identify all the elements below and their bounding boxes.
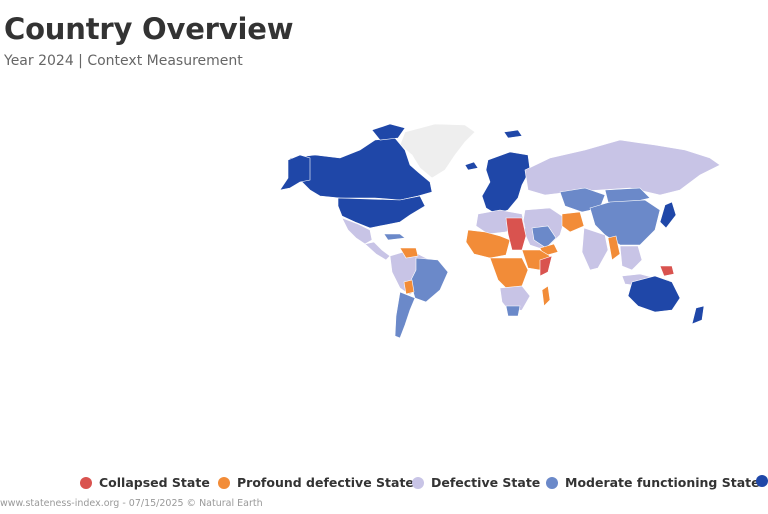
region-australia[interactable] — [627, 275, 681, 313]
region-russia[interactable] — [524, 139, 721, 196]
map-credits[interactable]: www.stateness-index.org - 07/15/2025 © N… — [0, 498, 263, 509]
legend-label: Defective State — [431, 475, 541, 490]
page-title: Country Overview — [4, 12, 294, 46]
region-canada[interactable] — [289, 137, 433, 201]
legend-dot-profound-defective — [218, 476, 230, 489]
region-japan[interactable] — [659, 201, 677, 229]
map-legend: Collapsed State Profound defective State… — [0, 472, 768, 494]
region-svalbard[interactable] — [503, 129, 523, 139]
region-south-africa[interactable] — [505, 305, 521, 317]
page-subtitle: Year 2024 | Context Measurement — [4, 53, 243, 69]
legend-item-cut-off[interactable] — [756, 475, 768, 487]
region-central-america[interactable] — [364, 241, 391, 261]
region-brazil[interactable] — [409, 257, 449, 303]
legend-label: Collapsed State — [99, 475, 210, 490]
legend-item-collapsed[interactable]: Collapsed State — [80, 475, 210, 490]
region-somalia[interactable] — [539, 255, 553, 277]
legend-label: Profound defective State — [237, 475, 414, 490]
legend-dot-cut-off — [756, 475, 768, 487]
region-papua[interactable] — [659, 265, 675, 277]
region-southeast-asia[interactable] — [619, 245, 643, 271]
region-southern-africa[interactable] — [499, 285, 531, 313]
legend-item-profound-defective[interactable]: Profound defective State — [218, 475, 414, 490]
region-libya-sudan[interactable] — [505, 217, 527, 251]
region-iceland[interactable] — [464, 161, 479, 171]
legend-dot-moderate-functioning — [546, 476, 558, 489]
region-europe[interactable] — [481, 151, 531, 215]
region-india[interactable] — [581, 227, 609, 271]
world-map[interactable] — [260, 110, 740, 350]
region-venezuela[interactable] — [399, 247, 419, 259]
region-madagascar[interactable] — [541, 285, 551, 307]
legend-item-defective[interactable]: Defective State — [412, 475, 540, 490]
legend-dot-defective — [412, 476, 424, 489]
region-mexico[interactable] — [341, 217, 373, 245]
region-bolivia[interactable] — [403, 279, 415, 295]
region-arctic-islands[interactable] — [371, 123, 406, 141]
region-caribbean[interactable] — [383, 233, 406, 241]
region-southern-cone[interactable] — [394, 291, 416, 339]
region-afghanistan[interactable] — [561, 211, 585, 233]
region-usa[interactable] — [337, 195, 426, 229]
legend-label: Moderate functioning State — [565, 475, 760, 490]
region-sahel[interactable] — [465, 229, 511, 259]
legend-item-moderate-functioning[interactable]: Moderate functioning State — [546, 475, 760, 490]
region-new-zealand[interactable] — [691, 305, 705, 325]
region-china[interactable] — [589, 199, 661, 246]
region-myanmar[interactable] — [607, 235, 621, 261]
region-alaska[interactable] — [279, 154, 311, 191]
legend-dot-collapsed — [80, 476, 92, 489]
region-central-africa[interactable] — [489, 257, 529, 291]
region-greenland[interactable] — [399, 123, 476, 179]
region-arabia[interactable] — [531, 225, 557, 249]
